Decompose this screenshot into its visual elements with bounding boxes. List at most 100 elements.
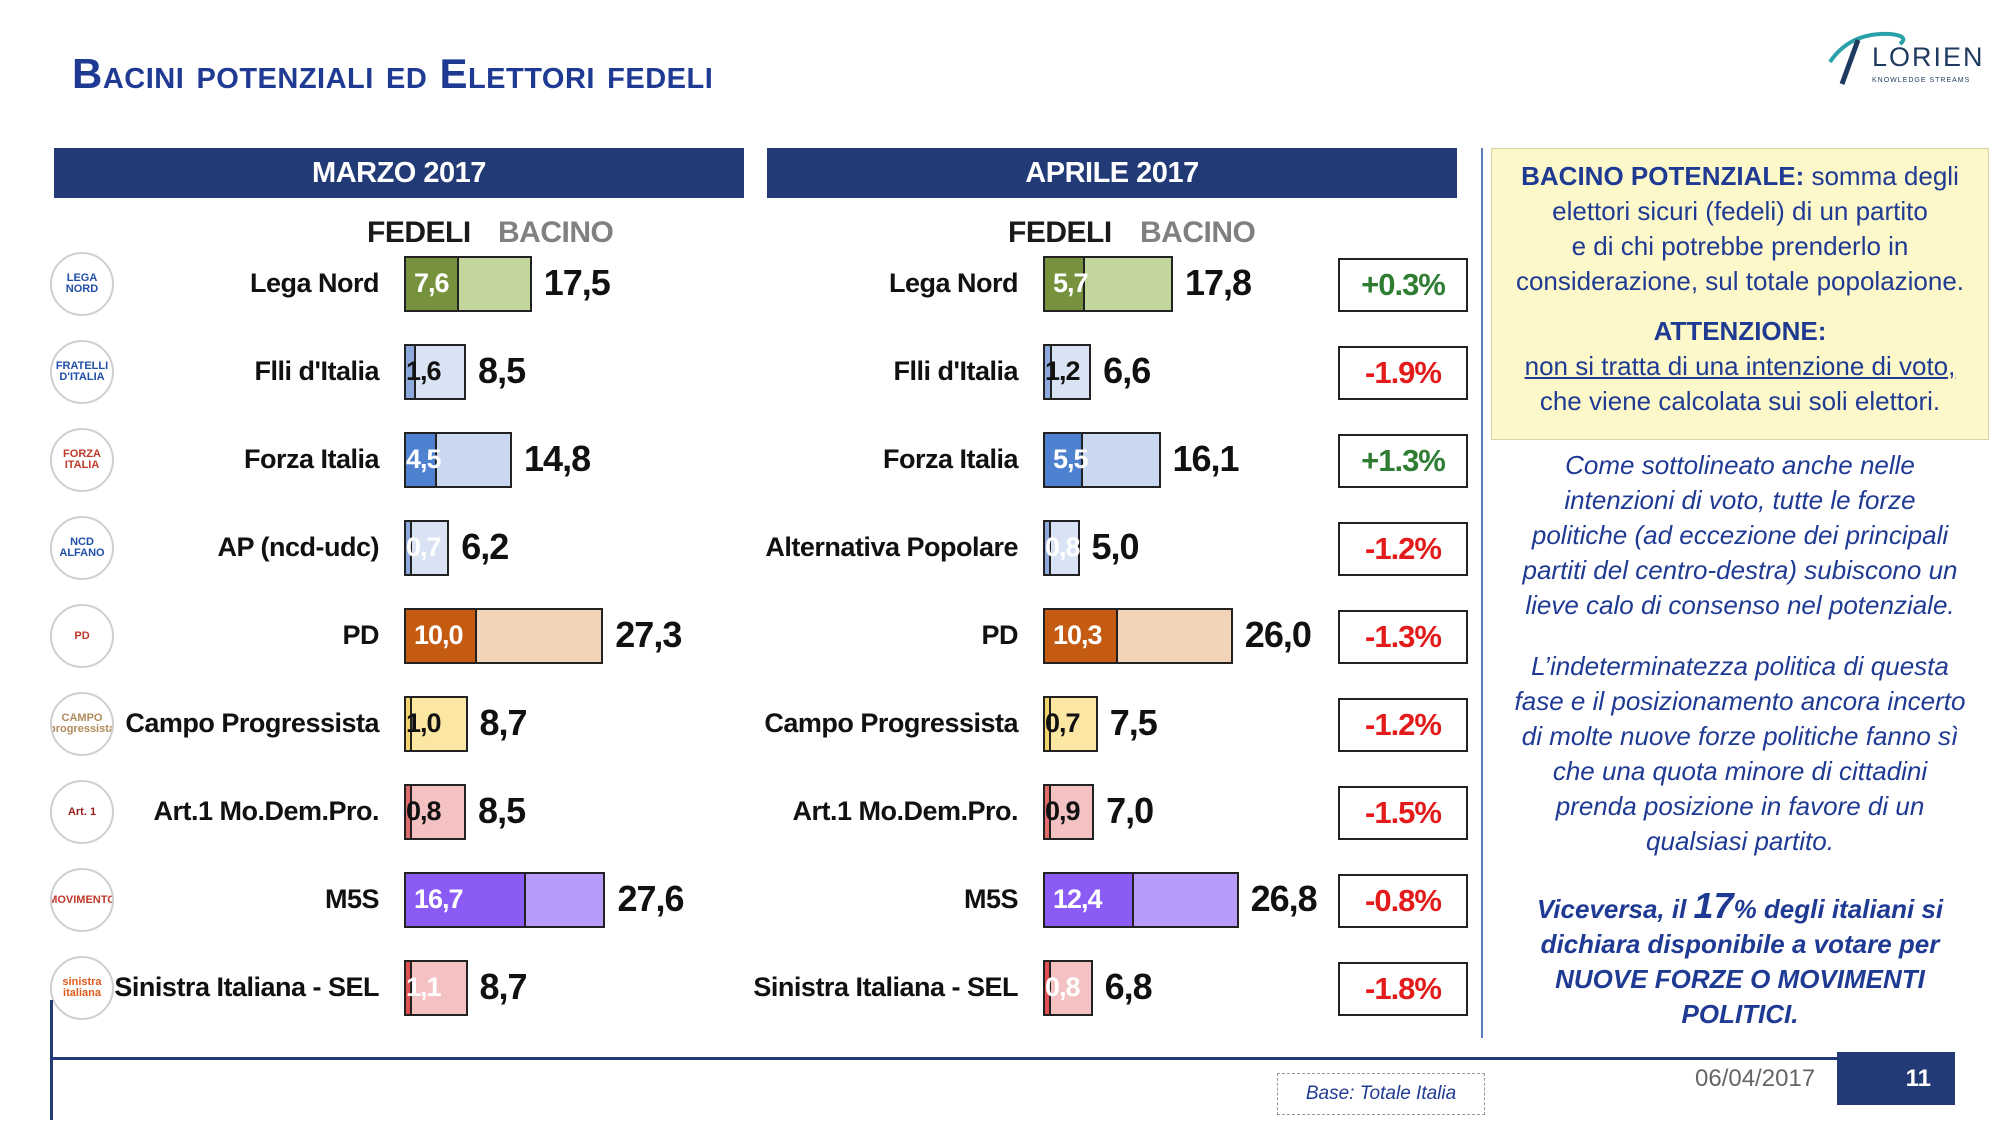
party-icon-text: PD [74, 629, 90, 642]
definition-line: somma degli [1811, 161, 1959, 191]
difference-badge: -0.8% [1338, 874, 1468, 928]
attention-line: che viene calcolata sui soli elettori. [1539, 386, 1941, 416]
fedeli-value-label: 4,5 [406, 444, 442, 474]
commentary-line: POLITICI. [1681, 999, 1799, 1029]
logo-text: LORIEN [1872, 42, 1985, 72]
fedeli-bar [404, 432, 437, 488]
fedeli-bar [1043, 960, 1051, 1016]
commentary-paragraph-3: Viceversa, il 17% degli italiani si dich… [1491, 888, 1989, 1032]
attention-line: non si tratta di una intenzione di voto, [1524, 351, 1956, 381]
party-icon-text: LEGA NORD [65, 272, 99, 295]
bacino-value-label: 14,8 [524, 438, 591, 479]
party-label-aprile: PD [981, 620, 1018, 650]
bacino-value-label: 7,5 [1109, 702, 1158, 743]
commentary-line: prenda posizione in favore di un [1555, 791, 1925, 821]
fedeli-bar [1043, 608, 1119, 664]
party-icon-text: Art. 1 [67, 805, 97, 818]
bacino-value-label: 8,5 [478, 350, 526, 391]
fedeli-bar [1043, 696, 1051, 752]
fedeli-value-label: 7,6 [414, 268, 450, 298]
definition-line: elettori sicuri (fedeli) di un partito [1552, 196, 1928, 226]
panel-header-aprile: APRILE 2017 [767, 148, 1457, 198]
party-label-marzo: Forza Italia [243, 444, 380, 474]
fedeli-bar [1043, 872, 1134, 928]
bacino-value-label: 8,7 [479, 966, 528, 1007]
fedeli-bar [404, 872, 526, 928]
party-label-marzo: Art.1 Mo.Dem.Pro. [153, 796, 379, 826]
logo-tagline: KNOWLEDGE STREAMS [1872, 77, 1971, 84]
bacino-value-label: 27,3 [615, 614, 682, 655]
difference-badge: -1.2% [1338, 698, 1468, 752]
fedeli-value-label: 16,7 [414, 884, 464, 914]
bacino-value-label: 8,5 [478, 790, 526, 831]
base-note: Base: Totale Italia [1277, 1073, 1485, 1115]
fedeli-value-label: 10,0 [414, 620, 464, 650]
bacino-bar [1043, 696, 1098, 752]
bacino-value-label: 7,0 [1106, 790, 1154, 831]
commentary-line: qualsiasi partito. [1646, 826, 1834, 856]
fedeli-value-label: 1,6 [406, 356, 442, 386]
commentary-paragraph-2: L’indeterminatezza politica di questa fa… [1491, 649, 1989, 859]
party-icon-text: NCD ALFANO [59, 536, 105, 559]
party-label-aprile: M5S [963, 884, 1019, 914]
bacino-bar [404, 784, 467, 840]
page-number: 11 [1837, 1052, 1955, 1105]
party-label-marzo: AP (ncd-udc) [217, 532, 380, 562]
fedeli-bar [404, 960, 413, 1016]
party-label-aprile: Forza Italia [882, 444, 1019, 474]
fedeli-value-label: 0,8 [406, 796, 442, 826]
party-label-aprile: Alternativa Popolare [765, 532, 1018, 562]
difference-badge: +0.3% [1338, 258, 1468, 312]
forza-italia-logo-icon: FORZA ITALIA [50, 428, 114, 492]
bacino-value-label: 26,0 [1244, 614, 1312, 655]
fedeli-value-label: 1,2 [1045, 356, 1081, 386]
commentary-line: dichiara disponibile a votare per [1540, 929, 1940, 959]
definition-line: e di chi potrebbe prenderlo in [1571, 231, 1909, 261]
party-label-aprile: Campo Progressista [764, 708, 1018, 738]
m5s-logo-icon: MOVIMENTO [50, 868, 114, 932]
difference-badge: -1.5% [1338, 786, 1468, 840]
attention-heading: ATTENZIONE: [1653, 316, 1827, 346]
commentary-paragraph-1: Come sottolineato anche nelle intenzioni… [1491, 448, 1989, 623]
commentary-line: di molte nuove forze politiche fanno sì [1521, 721, 1959, 751]
fedeli-bar [404, 784, 412, 840]
party-label-aprile: Flli d'Italia [893, 356, 1019, 386]
commentary-line: L’indeterminatezza politica di questa [1531, 651, 1949, 681]
difference-badge: -1.9% [1338, 346, 1468, 400]
footer-accent-line [50, 1000, 53, 1120]
fedeli-bar [404, 256, 460, 312]
fedeli-bar [1043, 344, 1052, 400]
bacino-header-right: BACINO [1140, 216, 1256, 249]
commentary-line: intenzioni di voto, tutte le forze [1564, 485, 1916, 515]
sinistra-italiana-logo-icon: sinistra italiana [50, 956, 114, 1020]
lorien-logo-icon [1828, 31, 1906, 85]
fedeli-value-label: 0,8 [1045, 972, 1081, 1002]
commentary-line: partiti del centro-destra) subiscono un [1522, 555, 1958, 585]
bacino-header-left: BACINO [498, 216, 614, 249]
commentary-line: che una quota minore di cittadini [1552, 756, 1928, 786]
party-label-marzo: PD [342, 620, 379, 650]
campo-progressista-logo-icon: CAMPO progressista [50, 692, 114, 756]
party-label-marzo: Sinistra Italiana - SEL [114, 972, 379, 1002]
party-icon-text: CAMPO progressista [50, 712, 114, 735]
party-icon-text: sinistra italiana [62, 976, 102, 999]
commentary-text: Viceversa, il [1536, 894, 1694, 924]
bacino-bar [404, 696, 468, 752]
art1-logo-icon: Art. 1 [50, 780, 114, 844]
fedeli-value-label: 10,3 [1053, 620, 1103, 650]
fedeli-value-label: 5,5 [1053, 444, 1089, 474]
bacino-value-label: 27,6 [617, 878, 684, 919]
divider-line [1481, 148, 1483, 1038]
footer-date: 06/04/2017 [1695, 1065, 1816, 1092]
bacino-bar [404, 960, 468, 1016]
fedeli-bar [404, 696, 412, 752]
lega-nord-logo-icon: LEGA NORD [50, 252, 114, 316]
highlight-percent: 17 [1693, 885, 1734, 926]
fedeli-value-label: 0,9 [1045, 796, 1081, 826]
bacino-value-label: 8,7 [479, 702, 528, 743]
bacino-value-label: 6,2 [461, 526, 509, 567]
fedeli-value-label: 12,4 [1053, 884, 1103, 914]
bacino-value-label: 6,8 [1104, 966, 1153, 1007]
commentary-line: lieve calo di consenso nel potenziale. [1525, 590, 1955, 620]
fedeli-value-label: 1,0 [406, 708, 442, 738]
